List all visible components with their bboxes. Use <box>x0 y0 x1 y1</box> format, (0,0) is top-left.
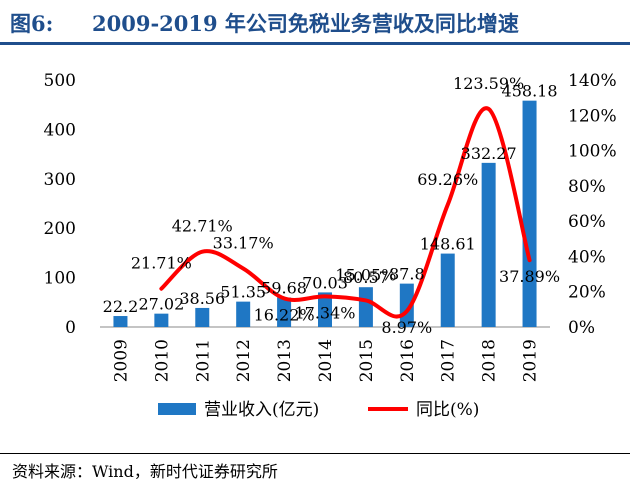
legend-bar-swatch <box>158 403 196 415</box>
line-value-label: 123.59% <box>453 74 524 93</box>
bar <box>277 297 292 327</box>
line-series <box>159 106 532 319</box>
bar <box>154 313 169 327</box>
growth-line <box>159 106 532 319</box>
bar <box>481 162 496 327</box>
x-tick-label: 2015 <box>357 339 377 382</box>
y-right-tick-label: 120% <box>568 106 617 126</box>
y-left-tick-label: 200 <box>44 219 76 239</box>
x-tick-label: 2019 <box>521 339 541 382</box>
y-right-tick-label: 140% <box>568 71 617 91</box>
title-divider <box>0 42 630 45</box>
x-tick-label: 2017 <box>439 339 459 382</box>
line-value-label: 21.71% <box>131 254 192 273</box>
line-value-label: 15.05% <box>335 265 396 284</box>
y-right-tick-label: 20% <box>568 283 606 303</box>
y-left-tick-label: 0 <box>65 318 76 338</box>
figure-header: 图6: 2009-2019 年公司免税业务营收及同比增速 <box>0 0 630 45</box>
bar-value-label: 38.56 <box>179 289 225 308</box>
line-value-label: 33.17% <box>213 233 274 252</box>
legend-bar-label: 营业收入(亿元) <box>204 400 319 420</box>
y-left-tick-label: 100 <box>44 269 76 289</box>
y-left-tick-label: 300 <box>44 170 76 190</box>
y-left-tick-label: 500 <box>44 71 76 91</box>
bar <box>195 307 210 327</box>
bar-series <box>113 100 537 327</box>
bar-value-label: 22.2 <box>103 297 139 316</box>
x-tick-label: 2009 <box>111 339 131 382</box>
footer-divider <box>0 453 630 454</box>
bar <box>236 301 251 327</box>
x-tick-label: 2012 <box>234 339 254 382</box>
bar-value-label: 87.8 <box>389 265 425 284</box>
bar <box>113 316 128 327</box>
bar-value-label: 148.61 <box>420 235 476 254</box>
y-right-tick-label: 40% <box>568 247 606 267</box>
x-tick-label: 2014 <box>316 339 336 382</box>
bar-value-label: 51.35 <box>220 283 266 302</box>
axes: 0 100 200 300 400 500 0% 20% 40% 60% 80% 100% 120% 14… <box>44 71 617 382</box>
line-value-label: 42.71% <box>172 217 233 236</box>
x-tick-label: 2010 <box>152 339 172 382</box>
x-tick-label: 2018 <box>480 339 500 382</box>
chart: 0 100 200 300 400 500 0% 20% 40% 60% 80% 100% 120% 14… <box>44 71 617 420</box>
bar <box>318 292 332 327</box>
x-tick-label: 2013 <box>275 339 295 382</box>
line-value-label: 17.34% <box>294 303 355 322</box>
bar-value-label: 59.68 <box>261 279 307 298</box>
y-right-tick-label: 0% <box>568 318 595 338</box>
y-right-tick-label: 60% <box>568 212 606 232</box>
y-left-tick-label: 400 <box>44 120 76 140</box>
source-note: 资料来源：Wind，新时代证券研究所 <box>12 462 278 481</box>
line-value-label: 37.89% <box>499 267 560 286</box>
line-value-label: 8.97% <box>381 318 432 337</box>
bar <box>440 253 455 327</box>
legend-line-label: 同比(%) <box>416 400 479 420</box>
bar-value-label: 80.57 <box>343 268 389 287</box>
bar-value-label: 458.18 <box>502 82 558 101</box>
bar-value-label: 332.27 <box>461 144 517 163</box>
x-tick-label: 2011 <box>193 339 213 382</box>
line-value-label: 69.26% <box>417 170 478 189</box>
bar <box>522 100 537 327</box>
figure-label: 图6: <box>10 11 54 36</box>
x-tick-label: 2016 <box>398 339 418 382</box>
bar <box>358 287 373 327</box>
bar-value-label: 70.03 <box>302 273 348 292</box>
y-right-tick-label: 80% <box>568 177 606 197</box>
line-value-label: 16.22% <box>254 305 315 324</box>
legend: 营业收入(亿元) 同比(%) <box>158 400 479 420</box>
y-right-tick-label: 100% <box>568 142 617 162</box>
figure-title: 2009-2019 年公司免税业务营收及同比增速 <box>92 11 519 36</box>
bar-value-label: 27.02 <box>138 295 184 314</box>
